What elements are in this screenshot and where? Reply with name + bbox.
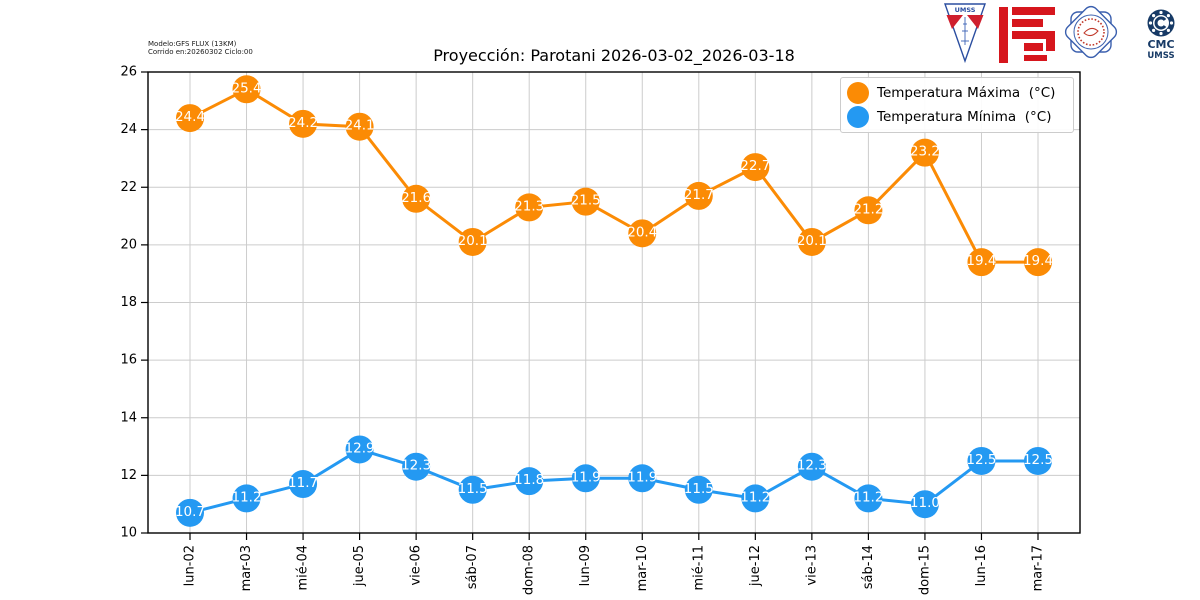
fcyt-red-bars-logo: [999, 7, 1055, 63]
svg-text:10.7: 10.7: [175, 504, 205, 520]
svg-text:24.4: 24.4: [175, 109, 205, 125]
svg-text:24: 24: [120, 122, 137, 137]
umss-pennant-logo: UMSS: [944, 3, 986, 63]
svg-text:24.1: 24.1: [345, 118, 375, 134]
svg-text:11.8: 11.8: [514, 472, 544, 488]
svg-text:mar-03: mar-03: [239, 545, 254, 591]
max-temp-marker-icon: [847, 82, 869, 104]
svg-text:20.4: 20.4: [627, 224, 657, 240]
svg-text:21.6: 21.6: [401, 190, 431, 206]
svg-text:16: 16: [120, 353, 137, 368]
svg-text:11.5: 11.5: [458, 481, 488, 497]
svg-text:11.9: 11.9: [571, 469, 601, 485]
svg-text:21.5: 21.5: [571, 193, 601, 209]
svg-text:21.2: 21.2: [853, 201, 883, 217]
svg-text:mié-04: mié-04: [296, 545, 311, 591]
svg-text:11.7: 11.7: [288, 475, 318, 491]
seal-text-ring: [1077, 18, 1105, 46]
legend-item-min-temp: Temperatura Mínima (°C): [847, 105, 1067, 129]
svg-text:sáb-07: sáb-07: [465, 545, 480, 589]
svg-text:12.3: 12.3: [797, 458, 827, 474]
svg-text:26: 26: [120, 65, 137, 80]
svg-text:10: 10: [120, 526, 137, 541]
model-name: Modelo:GFS FLUX (13KM): [148, 40, 237, 48]
svg-text:25.4: 25.4: [232, 80, 262, 96]
svg-text:dom-08: dom-08: [522, 545, 537, 595]
svg-text:11.2: 11.2: [740, 489, 770, 505]
legend-label-min: Temperatura Mínima (°C): [877, 109, 1052, 125]
svg-text:21.7: 21.7: [684, 187, 714, 203]
svg-text:22: 22: [120, 180, 137, 195]
svg-text:mié-11: mié-11: [691, 545, 706, 591]
svg-text:12.9: 12.9: [345, 440, 375, 456]
svg-text:23.2: 23.2: [910, 144, 940, 160]
svg-text:19.4: 19.4: [966, 253, 996, 269]
cmc-logo-text: CMC: [1147, 38, 1174, 51]
svg-text:lun-02: lun-02: [183, 545, 198, 586]
legend-item-max-temp: Temperatura Máxima (°C): [847, 81, 1067, 105]
model-run-cycle: Corrido en:20260302 Ciclo:00: [148, 48, 253, 56]
svg-text:12.3: 12.3: [401, 458, 431, 474]
svg-text:20.1: 20.1: [797, 233, 827, 249]
model-run-info: Modelo:GFS FLUX (13KM) Corrido en:202603…: [148, 40, 253, 56]
svg-text:11.2: 11.2: [232, 489, 262, 505]
svg-text:24.2: 24.2: [288, 115, 318, 131]
svg-text:mar-17: mar-17: [1031, 545, 1046, 591]
svg-text:jue-05: jue-05: [352, 545, 367, 587]
svg-text:19.4: 19.4: [1023, 253, 1053, 269]
svg-text:11.2: 11.2: [853, 489, 883, 505]
pennant-emblem-sketch: [961, 17, 969, 45]
svg-text:22.7: 22.7: [740, 158, 770, 174]
svg-text:11.5: 11.5: [684, 481, 714, 497]
svg-text:11.0: 11.0: [910, 495, 940, 511]
svg-text:vie-13: vie-13: [804, 545, 819, 586]
page-title: Proyección: Parotani 2026-03-02_2026-03-…: [433, 46, 795, 65]
svg-text:mar-10: mar-10: [635, 545, 650, 591]
svg-text:21.3: 21.3: [514, 198, 544, 214]
svg-text:12: 12: [120, 468, 137, 483]
cmc-umss-logo: CMC UMSS: [1147, 9, 1175, 60]
svg-text:jue-12: jue-12: [748, 545, 763, 587]
svg-text:lun-09: lun-09: [578, 545, 593, 586]
legend-label-max: Temperatura Máxima (°C): [877, 85, 1056, 101]
svg-text:sáb-14: sáb-14: [861, 545, 876, 589]
svg-text:12.5: 12.5: [966, 452, 996, 468]
cmc-logo-subtext: UMSS: [1147, 51, 1174, 60]
min-temp-marker-icon: [847, 106, 869, 128]
svg-text:14: 14: [120, 410, 137, 425]
chart-legend: Temperatura Máxima (°C) Temperatura Míni…: [840, 77, 1074, 133]
svg-text:11.9: 11.9: [627, 469, 657, 485]
svg-text:20.1: 20.1: [458, 233, 488, 249]
svg-text:dom-15: dom-15: [917, 545, 932, 595]
svg-text:20: 20: [120, 237, 137, 252]
star-seal-logo: [1064, 5, 1118, 59]
svg-text:12.5: 12.5: [1023, 452, 1053, 468]
svg-text:lun-16: lun-16: [974, 545, 989, 586]
svg-text:vie-06: vie-06: [409, 545, 424, 586]
umss-pennant-text: UMSS: [955, 6, 976, 14]
svg-text:18: 18: [120, 295, 137, 310]
